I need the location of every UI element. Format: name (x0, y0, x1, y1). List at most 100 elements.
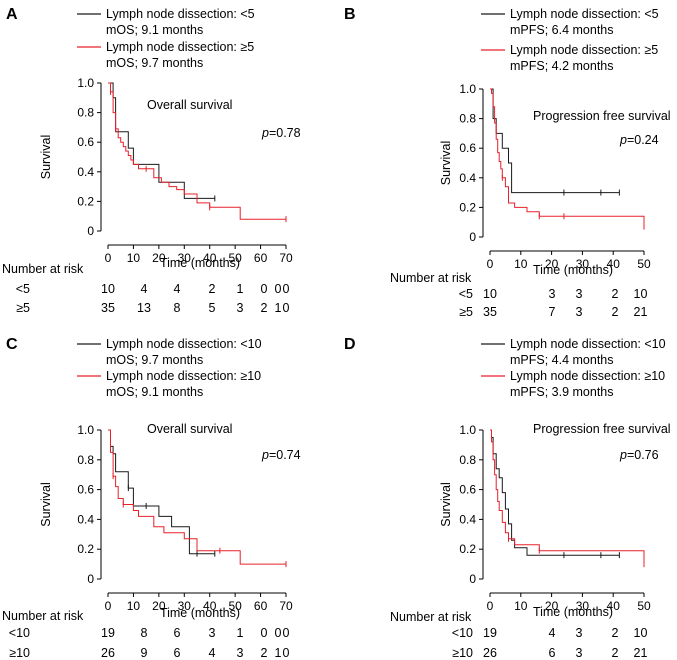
survival-curve-0 (108, 429, 215, 555)
legend-label: Lymph node dissection: ≥5 (106, 40, 254, 54)
x-tick-label: 20 (152, 599, 166, 613)
x-tick-label: 40 (203, 251, 217, 265)
risk-row-label: <5 (459, 287, 473, 301)
y-tick-label: 1.0 (77, 423, 94, 437)
risk-count: 0 (641, 626, 648, 640)
x-tick-label: 30 (576, 257, 590, 271)
km-panel-d: D Lymph node dissection: <10 mPFS; 4.4 mon… (338, 330, 676, 660)
risk-count: 3 (237, 301, 244, 315)
x-tick-label: 10 (127, 251, 141, 265)
y-tick-label: 0.6 (77, 135, 94, 149)
risk-count: 26 (483, 646, 497, 660)
x-tick-label: 20 (545, 257, 559, 271)
x-tick-label: 20 (545, 599, 559, 613)
x-tick-label: 10 (514, 599, 528, 613)
risk-count: 3 (237, 646, 244, 660)
risk-count: 2 (612, 646, 619, 660)
y-tick-label: 0 (87, 572, 94, 586)
x-axis-label: Time (months) (160, 606, 240, 620)
risk-count: 2 (612, 305, 619, 319)
risk-row-label: ≥5 (16, 301, 30, 315)
y-tick-label: 0 (87, 224, 94, 238)
x-tick-label: 0 (105, 251, 112, 265)
legend-label: Lymph node dissection: ≥5 (510, 43, 658, 57)
y-tick-label: 0 (469, 230, 476, 244)
y-axis-label: Survival (39, 482, 53, 526)
km-chart-b: B Lymph node dissection: <5 mPFS; 6.4 mont… (344, 6, 671, 319)
risk-count: 35 (483, 305, 497, 319)
legend-median: mOS; 9.1 months (106, 23, 203, 37)
risk-count: 13 (137, 301, 151, 315)
y-axis-label: Survival (439, 482, 453, 526)
legend-median: mOS; 9.1 months (106, 385, 203, 399)
p-value: p=0.24 (619, 133, 659, 147)
survival-curve-1 (490, 429, 645, 565)
risk-count: 0 (283, 301, 290, 315)
risk-count: 2 (612, 626, 619, 640)
y-tick-label: 0.8 (77, 106, 94, 120)
legend-median: mPFS; 6.4 months (510, 23, 614, 37)
risk-count: 6 (174, 626, 181, 640)
legend-label: Lymph node dissection: <5 (510, 7, 659, 21)
risk-count: 3 (209, 626, 216, 640)
y-tick-label: 0.2 (459, 542, 476, 556)
legend-label: Lymph node dissection: ≥10 (510, 369, 665, 383)
p-value: p=0.78 (261, 126, 301, 140)
km-chart-d: D Lymph node dissection: <10 mPFS; 4.4 mon… (344, 336, 671, 660)
risk-count: 8 (141, 626, 148, 640)
risk-count: 4 (549, 626, 556, 640)
risk-count: 0 (641, 287, 648, 301)
y-tick-label: 0.6 (77, 483, 94, 497)
km-panel-a: A Lymph node dissection: <5 mOS; 9.1 month… (0, 0, 338, 330)
y-axis-label: Survival (439, 141, 453, 185)
risk-count: 7 (549, 305, 556, 319)
risk-count: 2 (634, 646, 641, 660)
risk-count: 19 (483, 626, 497, 640)
km-panel-b: B Lymph node dissection: <5 mPFS; 6.4 mont… (338, 0, 676, 330)
legend-median: mPFS; 4.2 months (510, 59, 614, 73)
legend-label: Lymph node dissection: <5 (106, 7, 255, 21)
risk-count: 5 (209, 301, 216, 315)
survival-curve-1 (108, 82, 286, 220)
y-tick-label: 1.0 (459, 82, 476, 96)
risk-count: 2 (209, 282, 216, 296)
km-panel-c: C Lymph node dissection: <10 mOS; 9.7 mont… (0, 330, 338, 660)
risk-count: 8 (174, 301, 181, 315)
x-tick-label: 70 (279, 599, 293, 613)
risk-count: 2 (261, 646, 268, 660)
risk-table-header: Number at risk (390, 610, 472, 624)
risk-count: 2 (261, 301, 268, 315)
risk-count: 3 (576, 626, 583, 640)
risk-count: 2 (612, 287, 619, 301)
risk-row-label: <10 (9, 626, 30, 640)
risk-count: 9 (141, 646, 148, 660)
risk-row-label: <5 (16, 282, 30, 296)
x-tick-label: 40 (607, 599, 621, 613)
y-tick-label: 0.4 (459, 171, 476, 185)
panel-label: B (344, 6, 356, 23)
risk-count: 6 (174, 646, 181, 660)
y-tick-label: 0.4 (459, 512, 476, 526)
risk-count: 0 (283, 626, 290, 640)
risk-count: 10 (483, 287, 497, 301)
x-tick-label: 10 (127, 599, 141, 613)
x-tick-label: 50 (637, 599, 651, 613)
y-tick-label: 0.2 (459, 200, 476, 214)
x-axis-label: Time (months) (533, 263, 613, 277)
y-tick-label: 0.8 (459, 112, 476, 126)
risk-row-label: ≥10 (452, 646, 473, 660)
risk-count: 0 (275, 282, 282, 296)
risk-row-label: <10 (452, 626, 473, 640)
legend-median: mPFS; 3.9 months (510, 385, 614, 399)
y-tick-label: 1.0 (77, 76, 94, 90)
x-tick-label: 30 (576, 599, 590, 613)
risk-count: 2 (634, 305, 641, 319)
risk-count: 1 (275, 646, 282, 660)
risk-count: 3 (576, 305, 583, 319)
chart-title: Progression free survival (533, 422, 671, 436)
risk-count: 0 (283, 646, 290, 660)
risk-count: 3 (549, 287, 556, 301)
y-tick-label: 0.8 (459, 453, 476, 467)
x-tick-label: 10 (514, 257, 528, 271)
x-tick-label: 40 (203, 599, 217, 613)
